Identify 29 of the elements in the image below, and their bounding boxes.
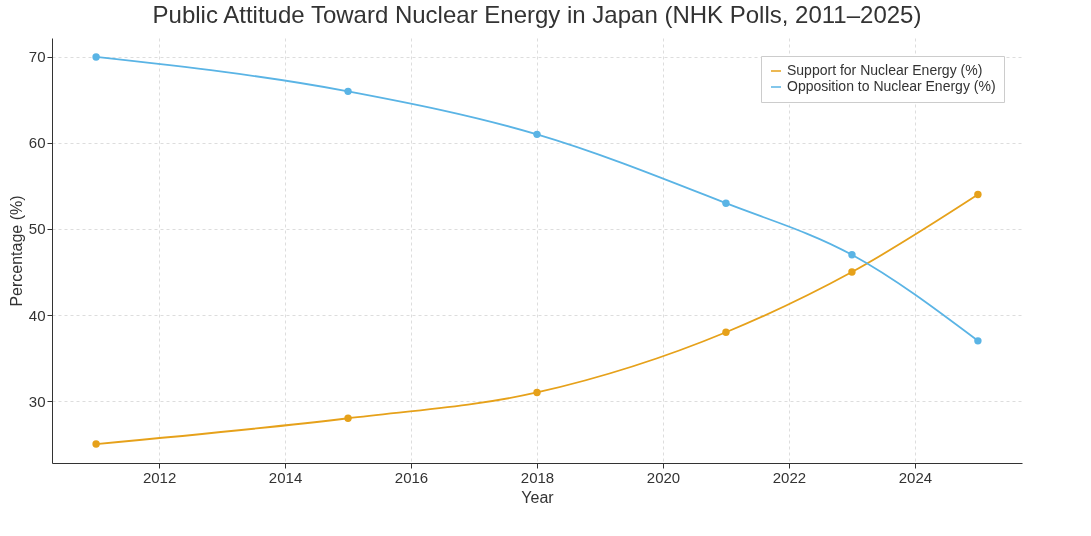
point	[92, 440, 100, 448]
y-tick-label: 30	[28, 392, 46, 410]
point	[722, 199, 730, 207]
point	[533, 130, 541, 139]
point	[722, 328, 730, 336]
x-tick-label: 2018	[520, 468, 555, 486]
x-tick-label: 2014	[268, 468, 303, 486]
point	[848, 268, 856, 276]
point	[974, 190, 982, 199]
y-tick-label: 50	[28, 220, 46, 238]
y-tick-label: 60	[28, 134, 46, 152]
y-tick-label: 70	[28, 48, 46, 66]
point	[92, 53, 100, 61]
x-tick-label: 2012	[142, 468, 177, 486]
point	[974, 337, 982, 345]
point	[848, 251, 856, 259]
x-tick-label: 2022	[772, 468, 807, 486]
point	[533, 388, 541, 397]
point	[344, 87, 352, 96]
x-tick-label: 2020	[646, 468, 681, 486]
x-axis-title: Year	[521, 488, 555, 506]
x-tick-label: 2024	[898, 468, 933, 486]
y-tick-label: 40	[28, 306, 46, 324]
y-axis-title: Percentage (%)	[7, 195, 25, 307]
x-tick-label: 2016	[394, 468, 429, 486]
chart-title: Public Attitude Toward Nuclear Energy in Japan (NHK Polls, 2011–2025)	[152, 1, 922, 28]
legend-label: Support for Nuclear Energy (%)	[787, 62, 983, 78]
point	[344, 414, 352, 422]
legend-label: Opposition to Nuclear Energy (%)	[787, 78, 996, 94]
